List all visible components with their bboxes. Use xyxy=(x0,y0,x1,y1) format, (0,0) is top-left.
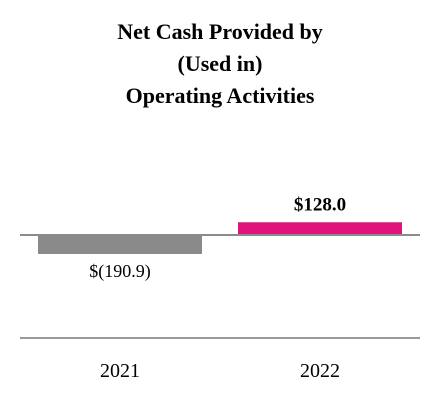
chart-title-line-1: Net Cash Provided by xyxy=(117,19,323,44)
chart-title-line-3: Operating Activities xyxy=(125,83,315,108)
chart-title-line-2: (Used in) xyxy=(177,51,263,76)
category-label-2021: 2021 xyxy=(100,360,140,382)
chart-title: Net Cash Provided by (Used in) Operating… xyxy=(0,16,440,112)
data-label-2021: $(190.9) xyxy=(89,261,151,282)
category-label-2022: 2022 xyxy=(300,360,340,382)
bar-2021 xyxy=(38,235,202,254)
data-label-2022: $128.0 xyxy=(294,194,346,215)
bar-2022 xyxy=(238,222,402,235)
